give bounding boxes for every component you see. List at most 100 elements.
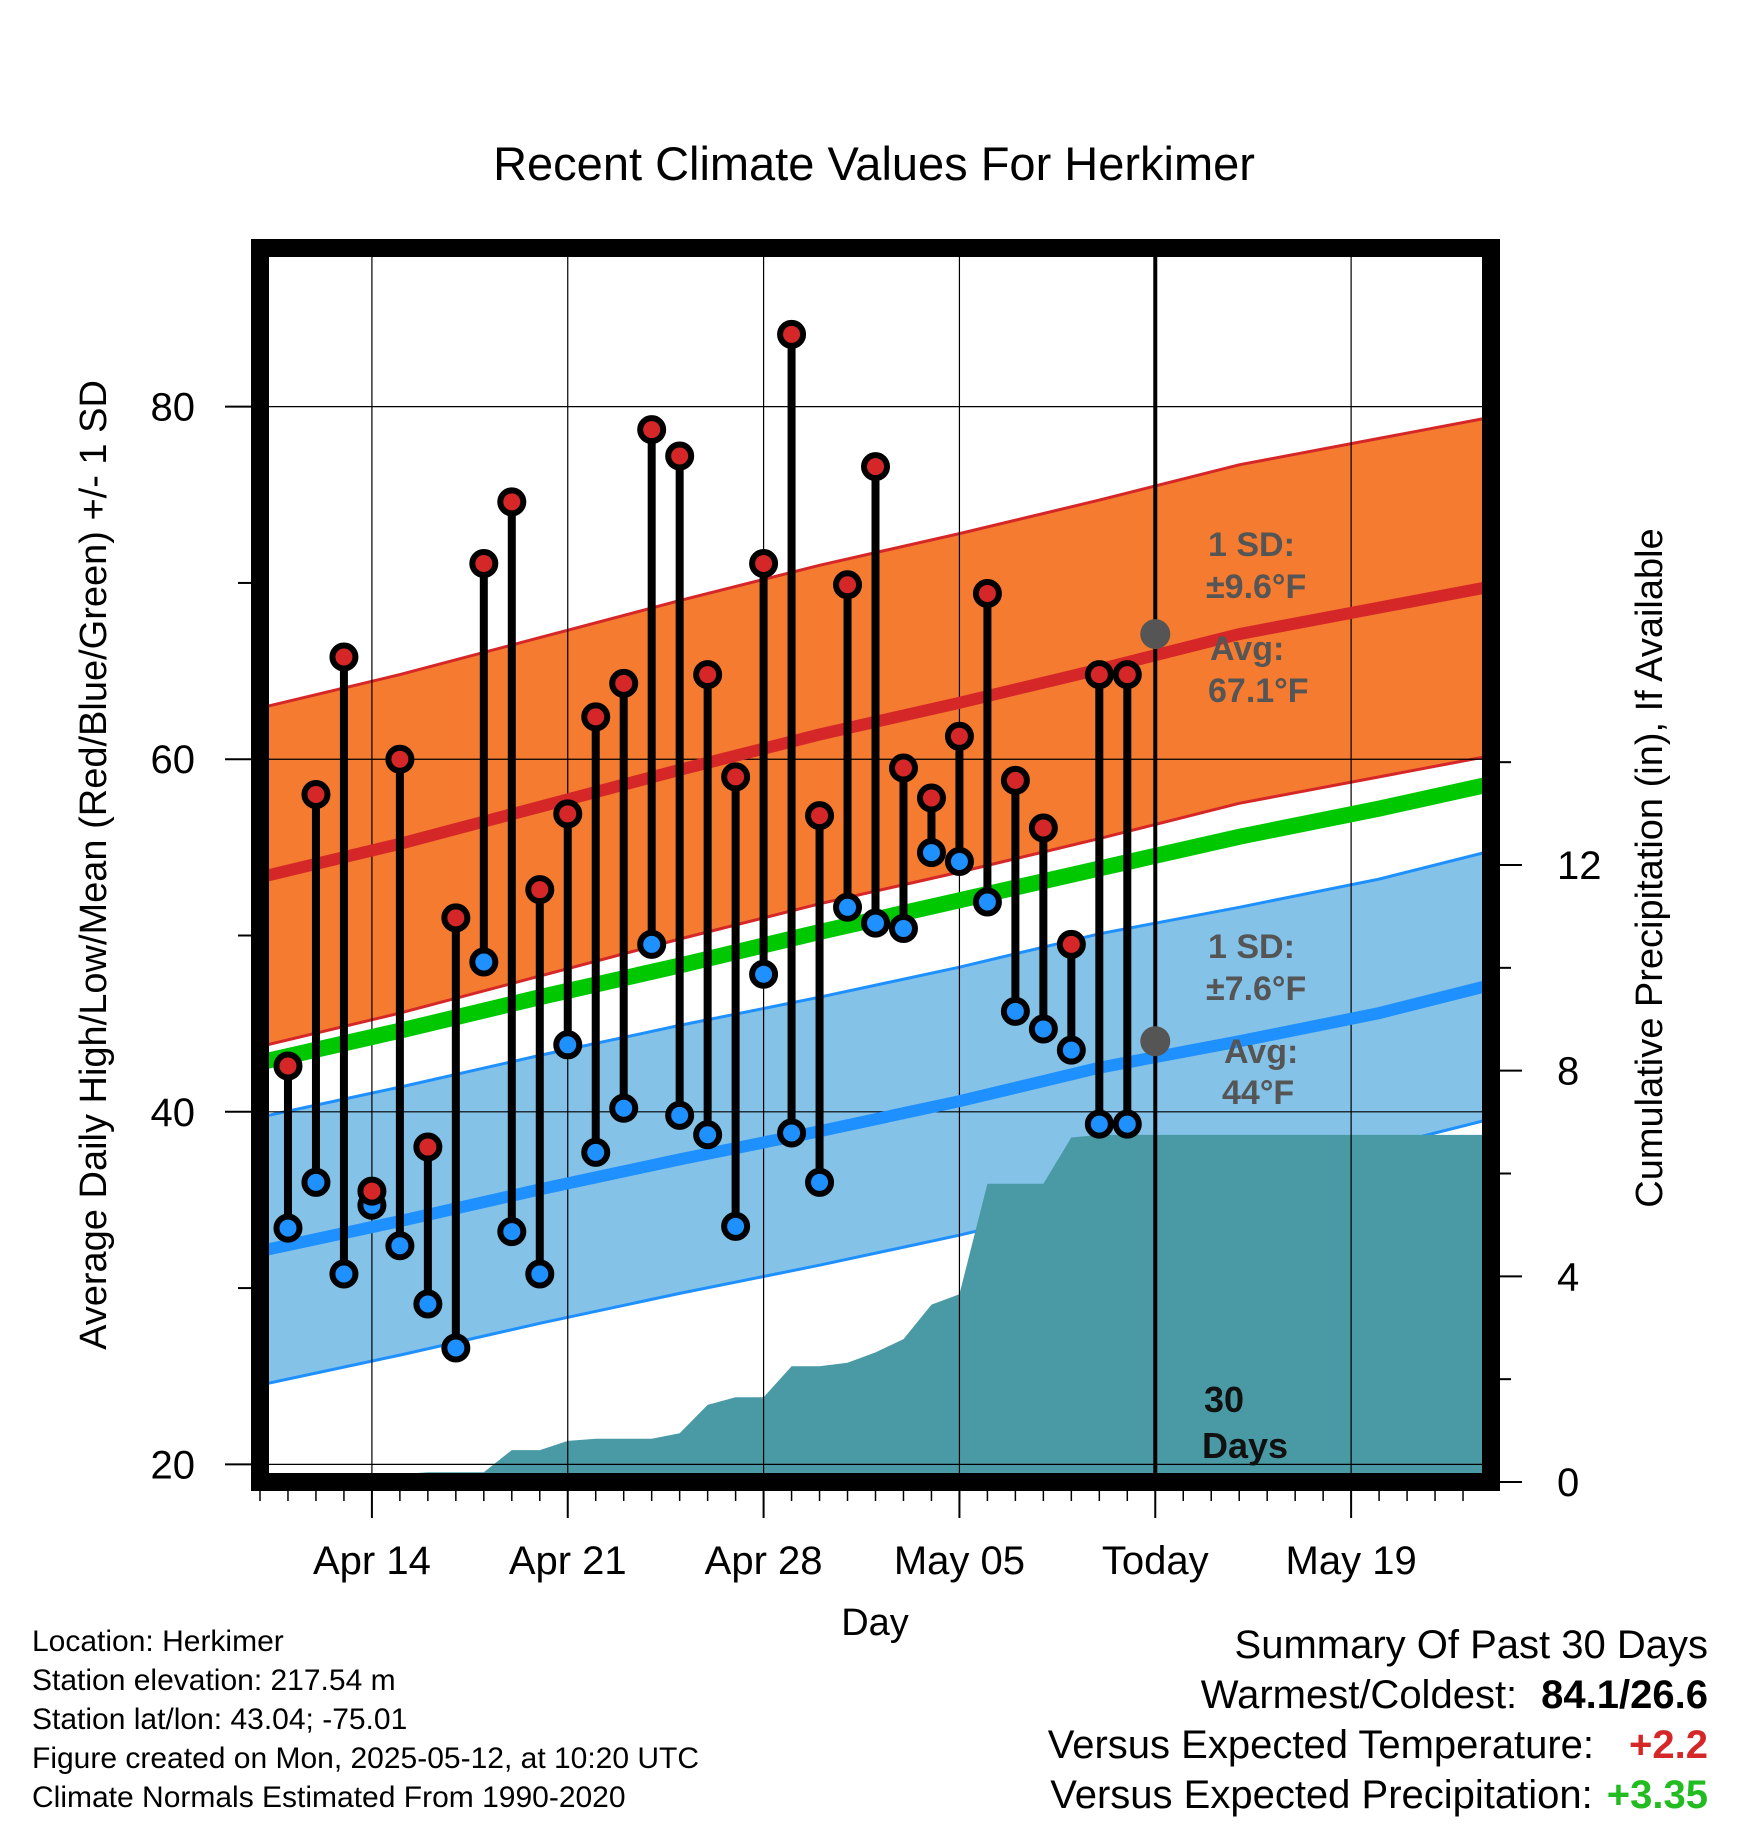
days-count-word: Days xyxy=(1202,1425,1288,1466)
daily-high-point xyxy=(721,762,751,792)
daily-low-point xyxy=(1084,1109,1114,1139)
low-sd-label: 1 SD: xyxy=(1208,928,1295,966)
daily-low-point xyxy=(749,959,779,989)
summary-panel: Summary Of Past 30 Days Warmest/Coldest:… xyxy=(1048,1620,1708,1820)
daily-high-point xyxy=(1028,813,1058,843)
daily-high-point xyxy=(1112,660,1142,690)
daily-high-point xyxy=(805,801,835,831)
daily-high-point xyxy=(637,415,667,445)
daily-low-point xyxy=(833,892,863,922)
daily-low-point xyxy=(777,1118,807,1148)
y-tick-label-80: 80 xyxy=(151,386,196,430)
daily-low-point xyxy=(525,1259,555,1289)
info-location: Location: Herkimer xyxy=(32,1625,284,1658)
daily-low-point xyxy=(944,846,974,876)
info-elevation: Station elevation: 217.54 m xyxy=(32,1664,396,1697)
daily-high-point xyxy=(665,441,695,471)
daily-high-point xyxy=(581,702,611,732)
info-created: Figure created on Mon, 2025-05-12, at 10… xyxy=(32,1742,700,1775)
low-avg-label: Avg: xyxy=(1224,1033,1298,1071)
y2-tick-label-0: 0 xyxy=(1557,1461,1579,1505)
daily-low-point xyxy=(916,838,946,868)
daily-low-point xyxy=(637,929,667,959)
daily-low-point xyxy=(581,1137,611,1167)
info-normals: Climate Normals Estimated From 1990-2020 xyxy=(32,1781,626,1814)
low-sd-value: ±7.6°F xyxy=(1206,970,1306,1008)
daily-high-point xyxy=(972,579,1002,609)
daily-high-point xyxy=(1056,929,1086,959)
daily-low-point xyxy=(1056,1035,1086,1065)
daily-high-point xyxy=(525,875,555,905)
summary-title: Summary Of Past 30 Days xyxy=(1234,1623,1708,1667)
daily-low-point xyxy=(301,1167,331,1197)
x-tick-label: May 05 xyxy=(894,1539,1025,1583)
warmest-coldest-value: 84.1/26.6 xyxy=(1541,1673,1708,1717)
plot-frame xyxy=(251,239,1500,1491)
precip-vs-expected-value: +3.35 xyxy=(1606,1773,1708,1817)
high-avg-label: Avg: xyxy=(1210,630,1284,668)
daily-low-point xyxy=(805,1167,835,1197)
daily-high-point xyxy=(861,452,890,482)
daily-high-point xyxy=(469,549,499,579)
daily-high-point xyxy=(385,744,415,774)
y-tick-label-60: 60 xyxy=(151,738,196,782)
daily-high-point xyxy=(441,903,471,933)
daily-low-point xyxy=(888,913,918,943)
high-band-upper-edge xyxy=(260,415,1491,710)
low-normal-line xyxy=(260,979,1491,1257)
daily-high-point xyxy=(833,570,863,600)
low-avg-value: 44°F xyxy=(1222,1074,1294,1112)
daily-high-point xyxy=(357,1176,387,1206)
daily-high-point xyxy=(1084,660,1114,690)
daily-low-point xyxy=(972,887,1002,917)
daily-low-point xyxy=(413,1289,443,1319)
daily-high-point xyxy=(273,1051,303,1081)
daily-high-point xyxy=(301,779,331,809)
today-high-normal-marker xyxy=(1140,619,1171,650)
daily-low-point xyxy=(441,1333,471,1363)
x-tick-label: Apr 14 xyxy=(313,1539,431,1583)
daily-low-point xyxy=(693,1120,723,1150)
precip-vs-expected-label: Versus Expected Precipitation: xyxy=(1050,1773,1593,1817)
temp-vs-expected-value: +2.2 xyxy=(1629,1723,1708,1767)
daily-low-point xyxy=(721,1211,751,1241)
x-tick-label: Apr 21 xyxy=(509,1539,627,1583)
daily-low-point xyxy=(469,947,499,977)
daily-low-point xyxy=(1028,1014,1058,1044)
daily-high-point xyxy=(413,1132,443,1162)
daily-low-point xyxy=(329,1259,359,1289)
y2-tick-label-12: 12 xyxy=(1557,844,1602,888)
y-tick-label-20: 20 xyxy=(151,1443,196,1487)
x-tick-label: Apr 28 xyxy=(705,1539,823,1583)
daily-low-point xyxy=(609,1093,639,1123)
x-axis-label: Day xyxy=(841,1602,909,1644)
high-normal-line xyxy=(260,580,1491,884)
mean-normal-line xyxy=(260,776,1491,1071)
high-sd-label: 1 SD: xyxy=(1208,526,1295,564)
y-axis-label: Average Daily High/Low/Mean (Red/Blue/Gr… xyxy=(73,380,115,1350)
daily-low-point xyxy=(861,908,890,938)
daily-low-point xyxy=(497,1217,527,1247)
daily-high-point xyxy=(944,721,974,751)
station-info: Location: Herkimer Station elevation: 21… xyxy=(32,1622,699,1817)
warmest-coldest-label: Warmest/Coldest: xyxy=(1200,1673,1518,1717)
daily-high-point xyxy=(1000,765,1030,795)
y2-tick-label-4: 4 xyxy=(1557,1255,1579,1299)
temp-vs-expected-label: Versus Expected Temperature: xyxy=(1047,1723,1594,1767)
daily-high-point xyxy=(329,642,359,672)
daily-high-point xyxy=(693,660,723,690)
daily-low-point xyxy=(1112,1109,1142,1139)
y2-axis-label: Cumulative Precipitation (in), If Availa… xyxy=(1629,528,1671,1207)
days-count-number: 30 xyxy=(1204,1379,1244,1420)
chart-title: Recent Climate Values For Herkimer xyxy=(493,137,1255,190)
daily-high-point xyxy=(749,549,779,579)
daily-high-point xyxy=(777,319,807,349)
high-sd-value: ±9.6°F xyxy=(1206,568,1306,606)
daily-high-point xyxy=(553,799,583,829)
y2-tick-label-8: 8 xyxy=(1557,1050,1579,1094)
x-tick-label: Today xyxy=(1102,1539,1209,1583)
daily-high-point xyxy=(497,487,527,517)
low-band-upper-edge xyxy=(260,849,1491,1119)
daily-low-point xyxy=(665,1100,695,1130)
